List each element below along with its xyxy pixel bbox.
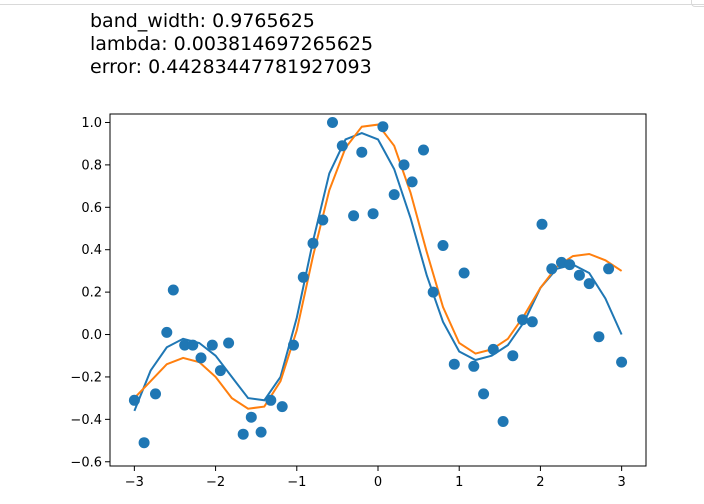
x-tick-label: −1 (287, 475, 306, 490)
x-tick-label: 2 (536, 475, 544, 490)
y-tick-label: 0.0 (81, 328, 102, 343)
scatter-point (517, 314, 529, 326)
scatter-point (507, 350, 519, 362)
scatter-point (214, 365, 226, 377)
y-tick-label: 0.4 (81, 243, 102, 258)
cell-output-text: band_width: 0.9765625 lambda: 0.00381469… (90, 10, 373, 79)
scatter-point (406, 176, 418, 188)
scatter-point (288, 339, 299, 351)
scatter-point (356, 146, 368, 158)
scatter-point (616, 356, 628, 368)
y-tick-label: −0.6 (70, 455, 102, 470)
scatter-point (245, 411, 257, 423)
scatter-point (237, 428, 249, 440)
y-tick-label: 0.8 (81, 158, 102, 173)
scatter-point (187, 339, 199, 351)
y-axis: −0.6 −0.4 −0.2 0.0 0.2 0.4 0.6 0.8 1.0 (70, 116, 110, 470)
cell-corner (691, 0, 704, 7)
scatter-point (458, 267, 470, 279)
scatter-point (536, 218, 548, 230)
scatter-point (223, 337, 235, 349)
scatter-point (367, 208, 379, 220)
scatter-point (468, 360, 480, 372)
scatter-point (564, 259, 576, 271)
lambda-line: lambda: 0.003814697265625 (90, 33, 374, 55)
scatter-point (398, 159, 410, 171)
scatter-point (348, 210, 360, 222)
scatter-point (297, 271, 309, 283)
scatter-point (195, 352, 207, 364)
scatter-point (573, 269, 585, 281)
cell-bottom-border (0, 0, 704, 5)
scatter-point (161, 326, 173, 338)
band-width-line: band_width: 0.9765625 (90, 10, 315, 32)
points-layer (128, 117, 628, 449)
x-tick-label: 3 (617, 475, 625, 490)
scatter-point (526, 316, 538, 328)
scatter-point (276, 401, 288, 413)
y-tick-label: −0.2 (70, 370, 102, 385)
x-tick-label: −2 (206, 475, 225, 490)
scatter-point (327, 117, 338, 128)
x-tick-label: −3 (125, 475, 144, 490)
scatter-point (448, 358, 460, 370)
scatter-point (307, 237, 319, 249)
scatter-point (487, 343, 499, 355)
scatter-point (206, 339, 218, 351)
scatter-point (497, 416, 509, 427)
scatter-point (603, 263, 615, 275)
scatter-point (179, 339, 191, 351)
y-tick-label: 1.0 (81, 116, 102, 131)
notebook-cell-border (0, 0, 704, 8)
y-tick-label: 0.2 (81, 286, 102, 301)
scatter-point (546, 263, 558, 275)
y-tick-label: 0.6 (81, 201, 102, 216)
x-axis: −3 −2 −1 0 1 2 3 (125, 466, 626, 490)
scatter-point (128, 394, 140, 406)
scatter-point (478, 388, 490, 400)
scatter-point (265, 394, 277, 406)
scatter-point (437, 240, 449, 251)
scatter-point (138, 437, 150, 449)
x-tick-label: 0 (374, 475, 382, 490)
scatter-point (150, 388, 161, 400)
scatter-point (593, 331, 605, 343)
y-tick-label: −0.4 (70, 413, 102, 428)
scatter-point (336, 140, 348, 152)
scatter-point (388, 189, 400, 201)
scatter-point (377, 121, 389, 133)
scatter-point (427, 286, 439, 298)
scatter-point (255, 426, 267, 438)
error-line: error: 0.44283447781927093 (90, 56, 372, 78)
scatter-point (418, 144, 429, 156)
scatter-point (317, 214, 329, 226)
x-tick-label: 1 (455, 475, 463, 490)
scatter-point (583, 278, 595, 290)
plot-frame (109, 113, 647, 467)
scatter-point (167, 284, 179, 296)
